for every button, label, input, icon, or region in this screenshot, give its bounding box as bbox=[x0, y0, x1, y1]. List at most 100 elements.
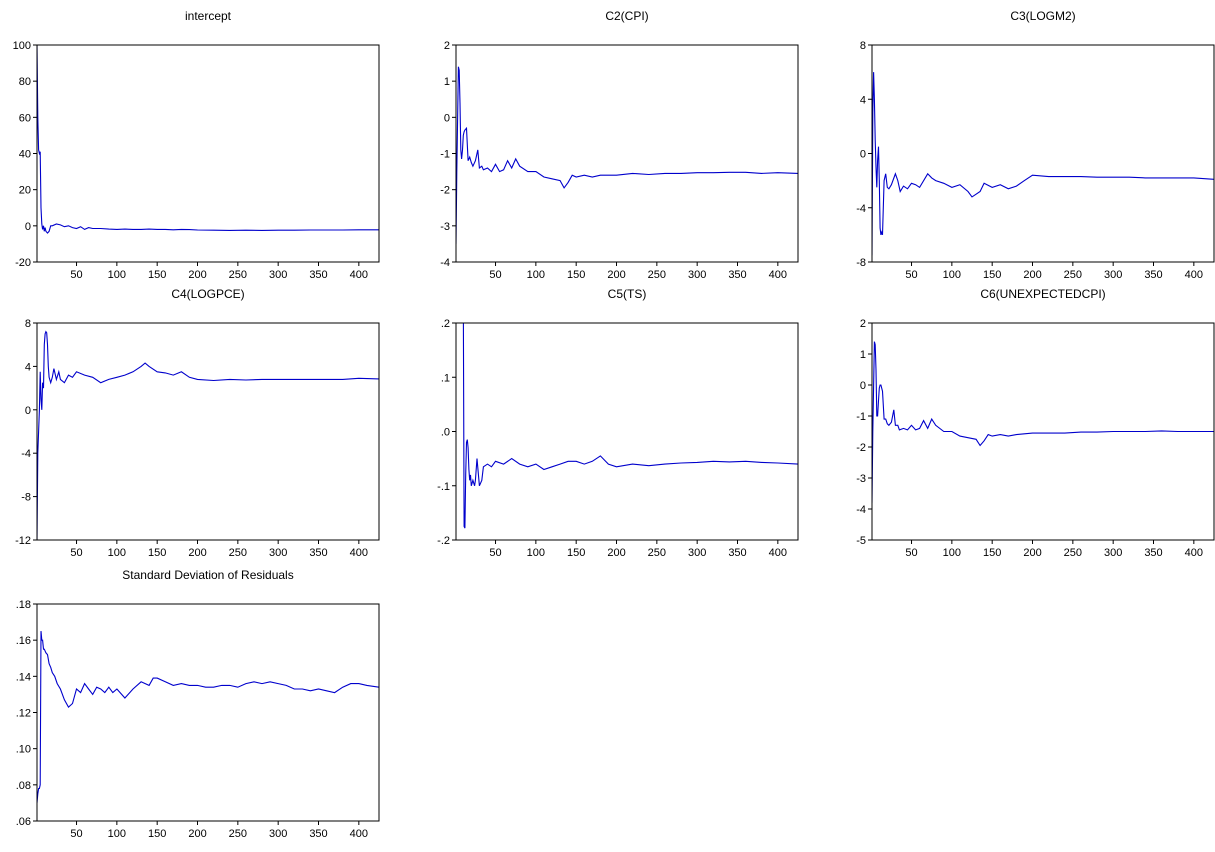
chart-title: C6(UNEXPECTEDCPI) bbox=[980, 287, 1105, 301]
x-tick-label: 250 bbox=[648, 269, 666, 281]
x-tick-label: 350 bbox=[1144, 269, 1162, 281]
y-tick-label: 8 bbox=[860, 40, 866, 52]
chart-panel: C6(UNEXPECTEDCPI) -5 -4 -3 -2 -1 0 1 250 100 150 20… bbox=[856, 287, 1215, 559]
x-tick-label: 400 bbox=[1185, 269, 1203, 281]
x-tick-label: 200 bbox=[188, 547, 206, 559]
y-tick-label: 0 bbox=[860, 380, 866, 392]
x-tick-label: 400 bbox=[769, 547, 787, 559]
x-tick-label: 250 bbox=[1064, 547, 1082, 559]
y-tick-label: 1 bbox=[860, 349, 866, 361]
y-tick-label: -4 bbox=[21, 448, 31, 460]
series-line bbox=[456, 66, 798, 244]
y-tick-label: 4 bbox=[860, 94, 866, 106]
x-tick-label: 50 bbox=[489, 547, 501, 559]
y-tick-label: .16 bbox=[16, 635, 31, 647]
x-tick-label: 200 bbox=[188, 828, 206, 840]
y-tick-label: 100 bbox=[13, 40, 31, 52]
y-tick-label: .06 bbox=[16, 816, 31, 828]
x-tick-label: 350 bbox=[728, 547, 746, 559]
x-tick-label: 50 bbox=[70, 828, 82, 840]
x-tick-label: 50 bbox=[905, 269, 917, 281]
y-tick-label: .14 bbox=[16, 671, 31, 683]
y-tick-label: -4 bbox=[440, 257, 450, 269]
x-tick-label: 150 bbox=[983, 547, 1001, 559]
series-line bbox=[872, 341, 1214, 503]
chart-title: intercept bbox=[185, 9, 232, 23]
x-tick-label: 350 bbox=[728, 269, 746, 281]
y-tick-label: 2 bbox=[444, 40, 450, 52]
x-tick-label: 250 bbox=[229, 269, 247, 281]
y-tick-label: -20 bbox=[15, 257, 31, 269]
y-tick-label: .1 bbox=[441, 372, 450, 384]
y-tick-label: 0 bbox=[25, 405, 31, 417]
y-tick-label: -2 bbox=[856, 442, 866, 454]
x-tick-label: 50 bbox=[70, 547, 82, 559]
x-tick-label: 400 bbox=[350, 269, 368, 281]
x-tick-label: 150 bbox=[148, 828, 166, 840]
x-tick-label: 150 bbox=[567, 547, 585, 559]
x-tick-label: 350 bbox=[309, 269, 327, 281]
y-tick-label: 80 bbox=[19, 76, 31, 88]
y-tick-label: -2 bbox=[440, 185, 450, 197]
y-tick-label: -.1 bbox=[437, 481, 450, 493]
plot-frame bbox=[36, 603, 380, 822]
plot-frame bbox=[871, 44, 1215, 263]
plot-frame bbox=[871, 322, 1215, 541]
y-tick-label: 4 bbox=[25, 361, 31, 373]
y-tick-label: .2 bbox=[441, 318, 450, 330]
x-tick-label: 300 bbox=[688, 269, 706, 281]
x-tick-label: 100 bbox=[943, 269, 961, 281]
y-tick-label: -1 bbox=[856, 411, 866, 423]
chart-title: C3(LOGM2) bbox=[1010, 9, 1075, 23]
y-tick-label: 2 bbox=[860, 318, 866, 330]
x-tick-label: 100 bbox=[527, 547, 545, 559]
x-tick-label: 100 bbox=[108, 547, 126, 559]
series-line bbox=[37, 45, 379, 234]
x-tick-label: 350 bbox=[309, 547, 327, 559]
plot-frame bbox=[455, 44, 799, 263]
chart-title: C4(LOGPCE) bbox=[171, 287, 244, 301]
y-tick-label: 0 bbox=[444, 112, 450, 124]
x-tick-label: 300 bbox=[1104, 547, 1122, 559]
y-tick-label: .0 bbox=[441, 427, 450, 439]
chart-panel: C3(LOGM2) -8 -4 0 4 8 50 100 150 200 250 300 350 400 bbox=[856, 9, 1215, 281]
series-line bbox=[872, 72, 1214, 256]
y-tick-label: -3 bbox=[856, 473, 866, 485]
x-tick-label: 100 bbox=[108, 269, 126, 281]
chart-title: C2(CPI) bbox=[605, 9, 648, 23]
y-tick-label: -4 bbox=[856, 203, 866, 215]
chart-panel: C4(LOGPCE) -12 -8 -4 0 4 8 50 100 150 200 250 300 350… bbox=[15, 287, 380, 559]
y-tick-label: .10 bbox=[16, 744, 31, 756]
y-tick-label: -8 bbox=[856, 257, 866, 269]
x-tick-label: 400 bbox=[1185, 547, 1203, 559]
x-tick-label: 350 bbox=[309, 828, 327, 840]
x-tick-label: 150 bbox=[148, 547, 166, 559]
y-tick-label: 8 bbox=[25, 318, 31, 330]
y-tick-label: .08 bbox=[16, 780, 31, 792]
x-tick-label: 50 bbox=[70, 269, 82, 281]
series-line bbox=[37, 330, 379, 540]
chart-panel: C5(TS) -.2 -.1 .0 .1 .2 50 100 150 200 250 300 350 40… bbox=[437, 287, 799, 559]
x-tick-label: 250 bbox=[648, 547, 666, 559]
x-tick-label: 300 bbox=[688, 547, 706, 559]
x-tick-label: 200 bbox=[1023, 547, 1041, 559]
x-tick-label: 400 bbox=[769, 269, 787, 281]
y-tick-label: -1 bbox=[440, 149, 450, 161]
y-tick-label: -5 bbox=[856, 535, 866, 547]
x-tick-label: 100 bbox=[943, 547, 961, 559]
y-tick-label: .18 bbox=[16, 599, 31, 611]
x-tick-label: 250 bbox=[1064, 269, 1082, 281]
series-line bbox=[462, 323, 798, 529]
x-tick-label: 150 bbox=[148, 269, 166, 281]
y-tick-label: 0 bbox=[860, 149, 866, 161]
x-tick-label: 200 bbox=[607, 547, 625, 559]
x-tick-label: 300 bbox=[1104, 269, 1122, 281]
x-tick-label: 300 bbox=[269, 828, 287, 840]
y-tick-label: -8 bbox=[21, 492, 31, 504]
x-tick-label: 400 bbox=[350, 828, 368, 840]
y-tick-label: -4 bbox=[856, 504, 866, 516]
y-tick-label: -.2 bbox=[437, 535, 450, 547]
plot-frame bbox=[455, 322, 799, 541]
